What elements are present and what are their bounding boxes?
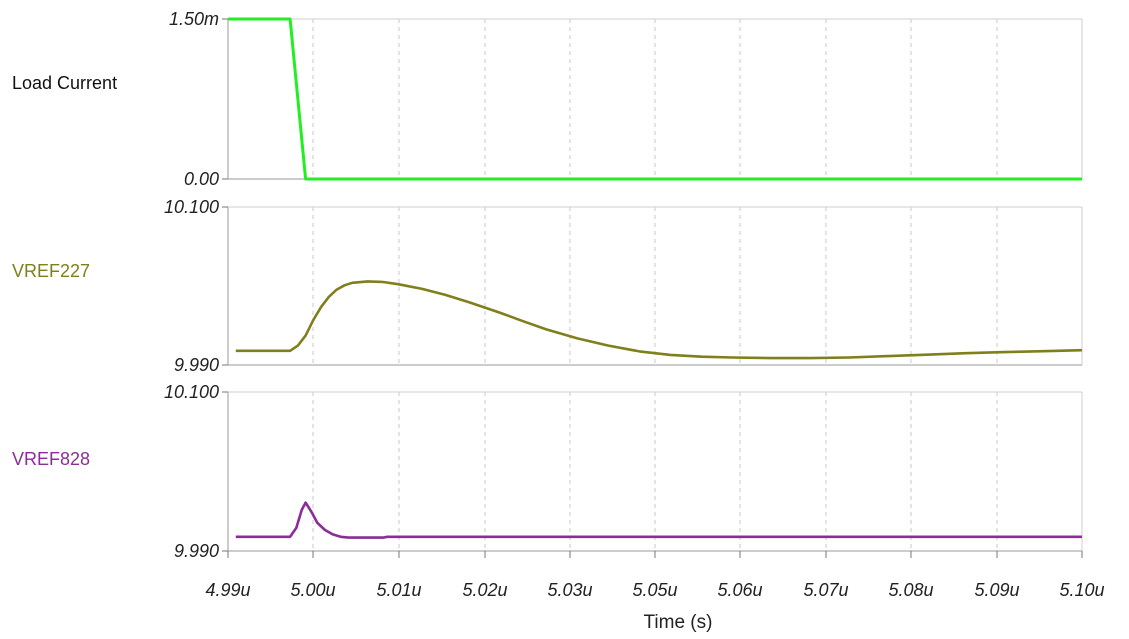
y-tick-label: 9.990 — [174, 355, 219, 375]
x-tick-label: 5.10u — [1059, 580, 1104, 600]
x-tick-label: 5.05u — [632, 580, 677, 600]
x-tick-label: 5.01u — [376, 580, 421, 600]
y-tick-label: 10.100 — [164, 197, 219, 217]
x-tick-label: 4.99u — [205, 580, 250, 600]
x-axis-label: Time (s) — [644, 612, 713, 633]
series-label: Load Current — [12, 73, 117, 93]
x-tick-label: 5.09u — [974, 580, 1019, 600]
y-tick-label: 9.990 — [174, 541, 219, 561]
grid-layer — [312, 19, 998, 551]
series-layer — [228, 17, 1083, 539]
series-label: VREF227 — [12, 261, 90, 281]
x-tick-label: 5.00u — [290, 580, 335, 600]
series-label: VREF828 — [12, 449, 90, 469]
x-tick-label: 5.07u — [803, 580, 848, 600]
series-line — [235, 280, 1083, 360]
series-line — [228, 17, 1082, 181]
y-tick-label: 10.100 — [164, 382, 219, 402]
frame-layer — [222, 18, 1083, 558]
x-tick-label: 5.06u — [717, 580, 762, 600]
x-tick-label: 5.02u — [462, 580, 507, 600]
label-layer: 1.50m 0.00 Load Current 10.100 9.990 VREF227 1… — [12, 9, 1105, 600]
series-line — [235, 501, 1082, 539]
y-tick-label: 1.50m — [169, 9, 219, 29]
x-tick-label: 5.08u — [888, 580, 933, 600]
x-tick-label: 5.03u — [547, 580, 592, 600]
y-tick-label: 0.00 — [184, 169, 219, 189]
